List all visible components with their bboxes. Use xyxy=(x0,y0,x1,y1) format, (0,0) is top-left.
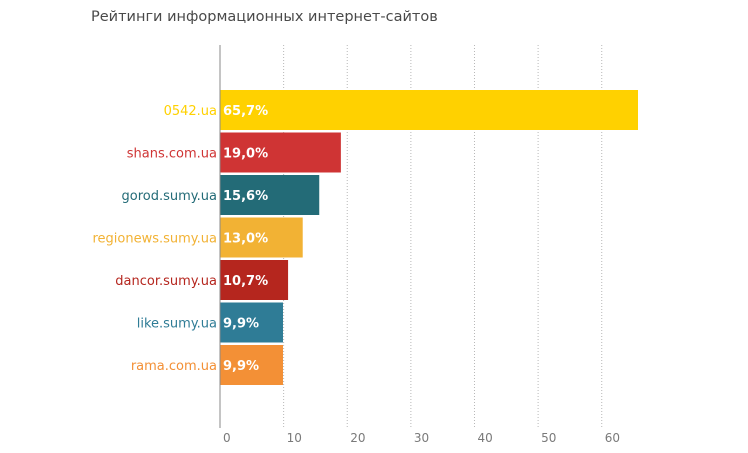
x-tick-label-60: 60 xyxy=(605,431,620,445)
category-label-regionews.sumy.ua: regionews.sumy.ua xyxy=(92,232,217,247)
bar-value-label: 65,7% xyxy=(223,104,268,119)
bar-value-label: 15,6% xyxy=(223,189,268,204)
bar-rama.com.ua xyxy=(220,345,283,385)
bar-like.sumy.ua xyxy=(220,302,283,343)
bar-gorod.sumy.ua xyxy=(220,175,320,215)
bar-regionews.sumy.ua xyxy=(220,217,303,258)
bar-value-label: 9,9% xyxy=(223,359,259,374)
category-label-rama.com.ua: rama.com.ua xyxy=(131,359,217,374)
category-label-like.sumy.ua: like.sumy.ua xyxy=(137,317,217,332)
bar-value-label: 10,7% xyxy=(223,274,268,289)
bar-0542.ua xyxy=(220,90,638,130)
bar-value-label: 9,9% xyxy=(223,317,259,332)
x-tick-label-10: 10 xyxy=(287,431,302,445)
category-label-dancor.sumy.ua: dancor.sumy.ua xyxy=(115,274,217,289)
bar-value-label: 19,0% xyxy=(223,147,268,162)
bar-dancor.sumy.ua xyxy=(220,260,289,300)
category-label-gorod.sumy.ua: gorod.sumy.ua xyxy=(122,189,217,204)
chart-title: Рейтинги информационных интернет-сайтов xyxy=(91,9,438,25)
x-tick-label-30: 30 xyxy=(414,431,429,445)
bar-value-label: 13,0% xyxy=(223,232,268,247)
bar-shans.com.ua xyxy=(220,132,341,173)
category-label-0542.ua: 0542.ua xyxy=(164,104,217,119)
x-tick-label-40: 40 xyxy=(477,431,492,445)
x-tick-label-50: 50 xyxy=(541,431,556,445)
x-tick-label-0: 0 xyxy=(223,431,231,445)
category-label-shans.com.ua: shans.com.ua xyxy=(127,147,217,162)
x-tick-label-20: 20 xyxy=(350,431,365,445)
